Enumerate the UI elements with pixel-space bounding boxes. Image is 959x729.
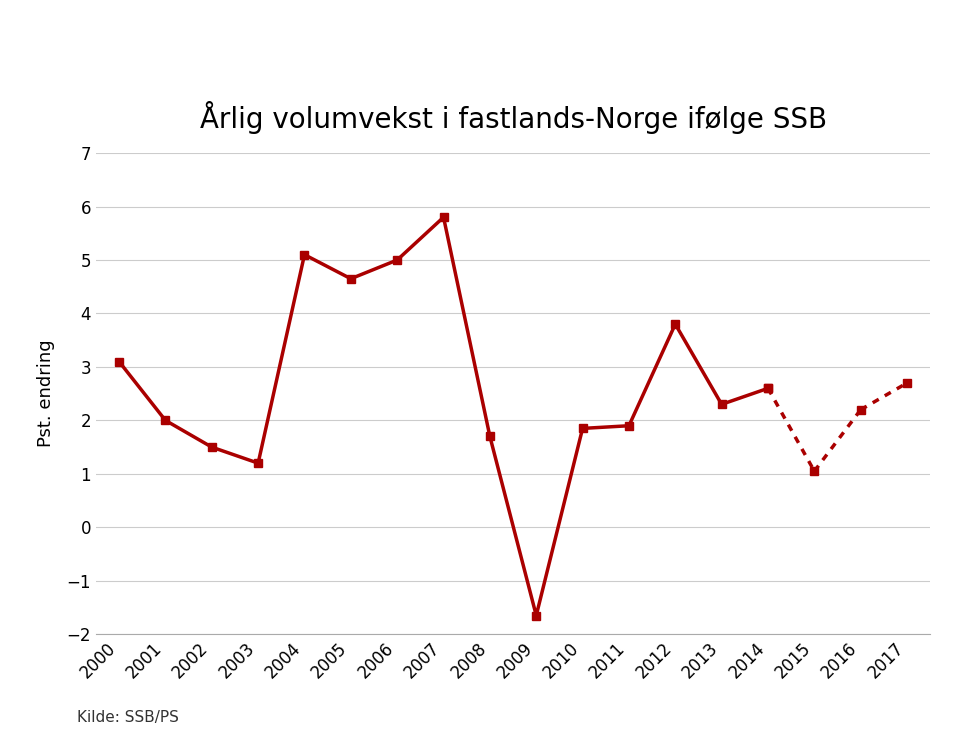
Text: Går norsk økonomi ned i knestående? Statistisk: Går norsk økonomi ned i knestående? Stat… <box>23 35 507 53</box>
Y-axis label: Pst. endring: Pst. endring <box>37 340 56 448</box>
Title: Årlig volumvekst i fastlands-Norge ifølge SSB: Årlig volumvekst i fastlands-Norge ifølg… <box>199 101 827 134</box>
Text: sentralbyrå sier tja.... Prognoser pr 4/12-14: sentralbyrå sier tja.... Prognoser pr 4/… <box>23 79 465 99</box>
Text: Kilde: SSB/PS: Kilde: SSB/PS <box>77 710 178 725</box>
